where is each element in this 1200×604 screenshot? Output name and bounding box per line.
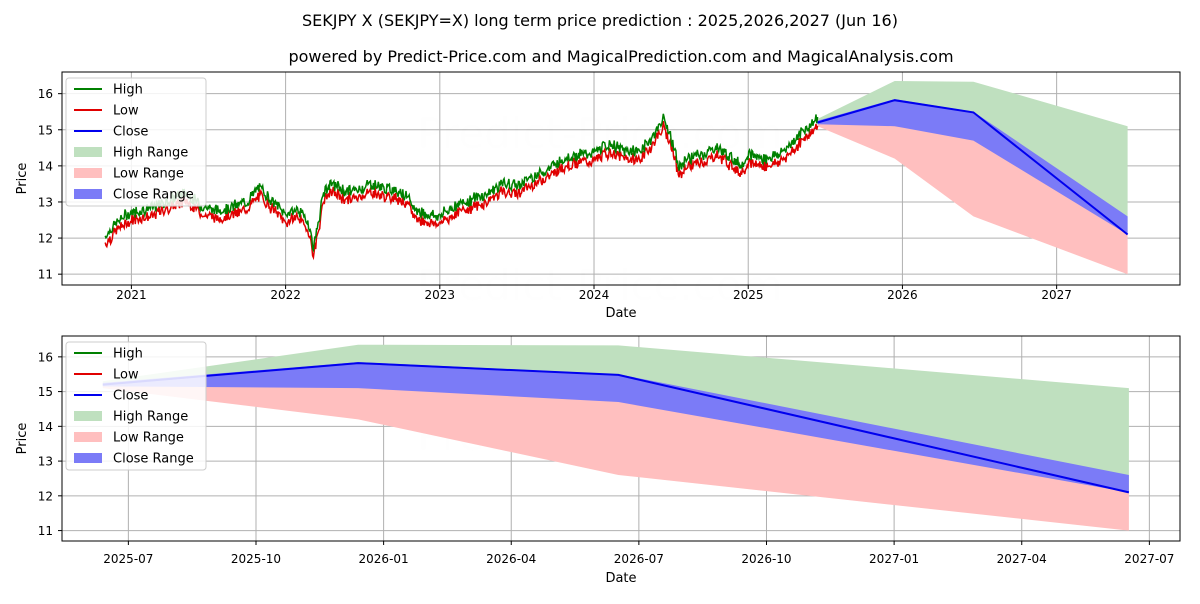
y-axis-label: Price [15,163,30,195]
forecast-close-line [817,99,1129,236]
chart-panel-2: Predict-Price.com2025-072025-102026-0120… [15,335,1181,586]
history-low-line [104,120,819,261]
legend-label: High [113,347,143,362]
legend-label: Low Range [113,167,184,182]
low-range-band [102,363,1129,531]
low-range-band [817,100,1128,275]
y-tick-label: 15 [38,123,53,137]
plot-frame [61,335,1181,542]
legend-label: Close Range [113,188,194,203]
legend-swatch-patch [74,147,102,157]
chart-title: SEKJPY X (SEKJPY=X) long term price pred… [302,11,898,30]
x-tick-label: 2025-07 [103,552,153,566]
legend-label: High Range [113,146,188,161]
legend-label: High [113,83,143,98]
legend-label: Close Range [113,452,194,467]
legend-swatch-patch [74,432,102,442]
high-range-band [817,81,1128,235]
x-axis-label: Date [605,571,636,586]
forecast-close-line [102,362,1130,494]
y-axis-label: Price [15,423,30,455]
y-tick-label: 11 [38,524,53,538]
x-tick-label: 2024 [579,288,610,302]
y-tick-label: 13 [38,455,53,469]
x-tick-label: 2022 [270,288,301,302]
y-tick-label: 16 [38,87,53,101]
legend-label: High Range [113,410,188,425]
high-range-band [102,344,1129,493]
legend-swatch-patch [74,189,102,199]
x-tick-label: 2023 [425,288,456,302]
legend-label: Low [113,104,139,119]
y-tick-label: 14 [38,420,53,434]
legend-label: Low Range [113,431,184,446]
legend-label: Close [113,389,148,404]
x-tick-label: 2027 [1041,288,1072,302]
x-tick-label: 2026-04 [486,552,536,566]
legend-swatch-patch [74,168,102,178]
y-tick-label: 12 [38,489,53,503]
legend: High Low Close High Range Low Range Close Ran… [65,341,207,471]
x-tick-label: 2025 [733,288,764,302]
x-tick-label: 2027-07 [1124,552,1174,566]
x-axis-label: Date [605,306,636,321]
y-tick-label: 12 [38,232,53,246]
plot-frame [61,71,1181,286]
legend-label: Close [113,125,148,140]
legend-label: Low [113,368,139,383]
x-tick-label: 2026-01 [359,552,409,566]
y-tick-label: 15 [38,385,53,399]
legend-swatch-patch [74,411,102,421]
x-tick-label: 2021 [116,288,147,302]
y-tick-label: 11 [38,268,53,282]
y-tick-label: 13 [38,195,53,209]
history-high-line [104,113,819,253]
x-tick-label: 2026-07 [614,552,664,566]
y-tick-label: 14 [38,159,53,173]
legend: High Low Close High Range Low Range Close Ran… [65,77,207,207]
chart-subtitle: powered by Predict-Price.com and Magical… [288,47,953,66]
y-tick-label: 16 [38,350,53,364]
x-tick-label: 2027-04 [997,552,1047,566]
x-tick-label: 2026-10 [741,552,791,566]
legend-swatch-patch [74,453,102,463]
x-tick-label: 2027-01 [869,552,919,566]
x-tick-label: 2026 [887,288,918,302]
x-tick-label: 2025-10 [231,552,281,566]
